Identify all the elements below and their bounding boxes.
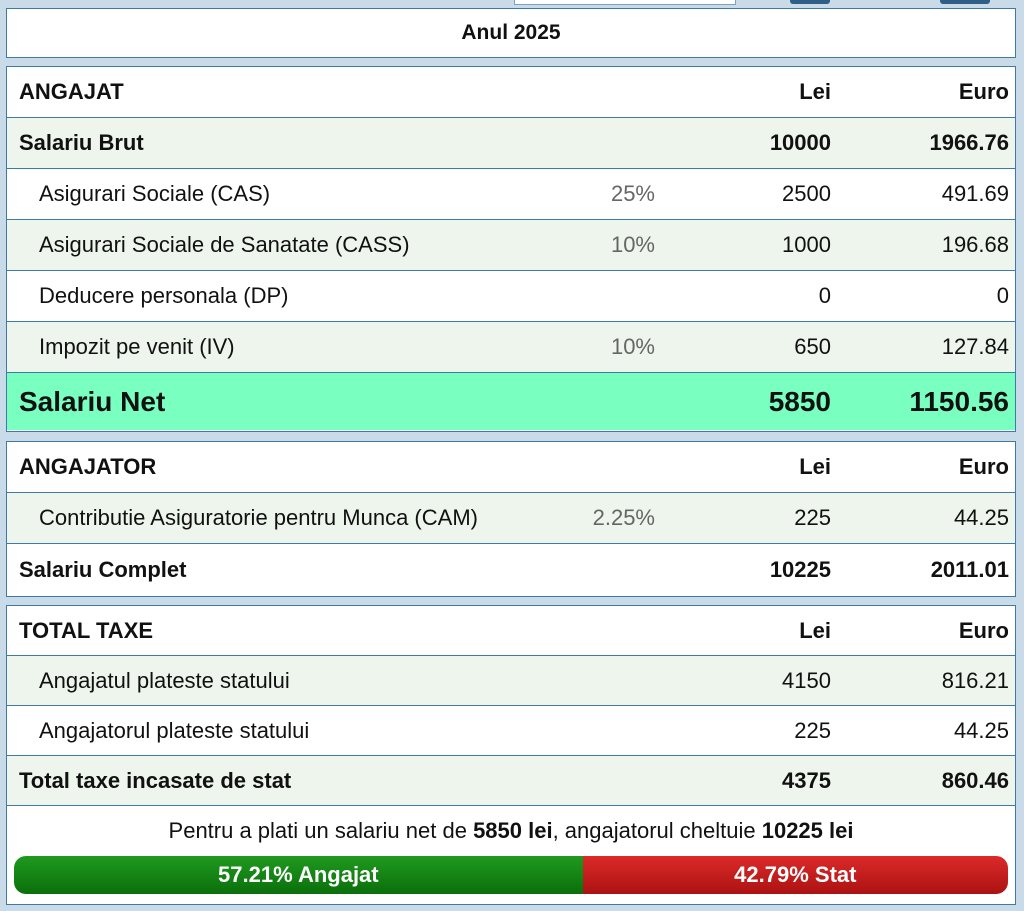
row-lei-value: 10225 — [769, 556, 831, 582]
row-euro-value: 2011.01 — [930, 556, 1009, 582]
salariu-complet-row: Salariu Complet 10225 2011.01 — [7, 544, 1015, 595]
row-euro-value: 196.68 — [941, 232, 1009, 257]
euro-column-header: Euro — [958, 454, 1009, 479]
row-label: Total taxe incasate de stat — [19, 767, 292, 793]
row-euro-value: 44.25 — [953, 505, 1009, 530]
cam-row: Contributie Asiguratorie pentru Munca (C… — [7, 493, 1015, 544]
row-euro-value: 0 — [996, 283, 1009, 308]
row-lei-value: 4150 — [782, 667, 831, 693]
row-lei-value: 650 — [794, 334, 831, 359]
row-label: Deducere personala (DP) — [39, 283, 289, 308]
summary-text-1: Pentru a plati un salariu net de — [168, 818, 474, 843]
salary-input[interactable] — [514, 0, 736, 5]
angajator-plateste-row: Angajatorul plateste statului 225 44.25 — [7, 706, 1015, 756]
calculate-button[interactable] — [790, 0, 830, 4]
row-label: Impozit pe venit (IV) — [39, 334, 235, 359]
row-percentage: 2.25% — [592, 505, 655, 530]
row-euro-value: 491.69 — [941, 181, 1009, 206]
angajat-share-segment: 57.21% Angajat — [14, 856, 583, 894]
cas-row: Asigurari Sociale (CAS) 25% 2500 491.69 — [7, 169, 1015, 220]
row-lei-value: 10000 — [769, 130, 831, 155]
angajat-plateste-row: Angajatul plateste statului 4150 816.21 — [7, 656, 1015, 706]
summary-text-2: , angajatorul cheltuie — [552, 818, 762, 843]
total-taxe-row: Total taxe incasate de stat 4375 860.46 — [7, 756, 1015, 806]
row-label: Angajatul plateste statului — [39, 667, 290, 693]
row-label: Angajatorul plateste statului — [39, 717, 310, 743]
stat-share-segment: 42.79% Stat — [582, 856, 1008, 894]
angajat-panel: ANGAJAT Lei Euro Salariu Brut 10000 1966… — [6, 66, 1016, 432]
stat-share-label: 42.79% Stat — [734, 862, 857, 887]
total-taxe-header-row: TOTAL TAXE Lei Euro — [7, 606, 1015, 656]
total-taxe-header-label: TOTAL TAXE — [19, 617, 154, 643]
lei-column-header: Lei — [799, 454, 831, 479]
top-controls-strip — [0, 0, 1024, 6]
row-lei-value: 2500 — [782, 181, 831, 206]
row-label: Asigurari Sociale (CAS) — [39, 181, 271, 206]
row-lei-value: 225 — [794, 717, 831, 743]
row-label: Contributie Asiguratorie pentru Munca (C… — [39, 505, 478, 530]
row-lei-value: 0 — [818, 283, 831, 308]
angajat-header-row: ANGAJAT Lei Euro — [7, 67, 1015, 118]
currency-button[interactable] — [940, 0, 990, 4]
row-lei-value: 4375 — [782, 767, 831, 793]
salariu-net-row: Salariu Net 5850 1150.56 — [7, 373, 1015, 430]
summary-sentence: Pentru a plati un salariu net de 5850 le… — [7, 808, 1015, 854]
euro-column-header: Euro — [958, 79, 1009, 104]
row-label: Salariu Brut — [19, 130, 144, 155]
euro-column-header: Euro — [958, 617, 1009, 643]
row-euro-value: 1966.76 — [929, 130, 1009, 155]
deducere-personala-row: Deducere personala (DP) 0 0 — [7, 271, 1015, 322]
year-header: Anul 2025 — [6, 8, 1016, 58]
cass-row: Asigurari Sociale de Sanatate (CASS) 10%… — [7, 220, 1015, 271]
year-title: Anul 2025 — [461, 21, 561, 44]
row-euro-value: 44.25 — [953, 717, 1009, 743]
row-lei-value: 225 — [794, 505, 831, 530]
split-bar: 57.21% Angajat 42.79% Stat — [14, 856, 1008, 894]
row-euro-value: 860.46 — [941, 767, 1009, 793]
total-taxe-panel: TOTAL TAXE Lei Euro Angajatul plateste s… — [6, 605, 1016, 905]
impozit-venit-row: Impozit pe venit (IV) 10% 650 127.84 — [7, 322, 1015, 373]
angajat-share-label: 57.21% Angajat — [218, 862, 379, 887]
row-euro-value: 127.84 — [941, 334, 1009, 359]
row-percentage: 10% — [610, 334, 655, 359]
lei-column-header: Lei — [799, 617, 831, 643]
angajat-header-label: ANGAJAT — [19, 79, 124, 104]
row-label: Salariu Complet — [19, 556, 187, 582]
row-label: Salariu Net — [19, 385, 166, 417]
salariu-brut-row: Salariu Brut 10000 1966.76 — [7, 118, 1015, 169]
row-label: Asigurari Sociale de Sanatate (CASS) — [39, 232, 410, 257]
row-euro-value: 1150.56 — [909, 385, 1009, 417]
row-euro-value: 816.21 — [941, 667, 1009, 693]
row-lei-value: 1000 — [782, 232, 831, 257]
angajator-header-label: ANGAJATOR — [19, 454, 157, 479]
row-percentage: 10% — [610, 232, 655, 257]
summary-net-amount: 5850 lei — [473, 818, 553, 843]
summary-cost-amount: 10225 lei — [761, 818, 854, 843]
lei-column-header: Lei — [799, 79, 831, 104]
angajator-panel: ANGAJATOR Lei Euro Contributie Asigurato… — [6, 441, 1016, 597]
row-percentage: 25% — [610, 181, 655, 206]
row-lei-value: 5850 — [768, 385, 831, 417]
angajator-header-row: ANGAJATOR Lei Euro — [7, 442, 1015, 493]
